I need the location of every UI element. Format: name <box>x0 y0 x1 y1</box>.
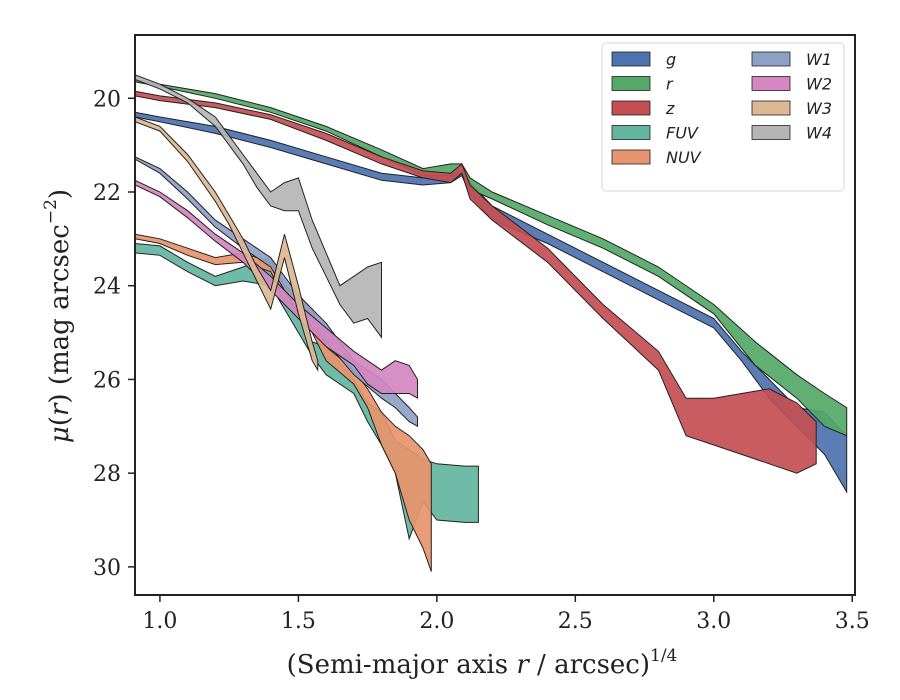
legend-swatch <box>751 76 791 91</box>
legend-label: NUV <box>666 148 702 167</box>
band-w3 <box>135 116 319 372</box>
y-axis-ticks: 20 22 24 26 28 30 <box>93 87 135 581</box>
y-tick-label: 22 <box>93 181 121 206</box>
band-z <box>135 90 817 474</box>
legend-swatch <box>611 125 651 140</box>
legend-label: W3 <box>806 99 832 118</box>
legend-item-w2: W2 <box>751 75 832 94</box>
y-tick-label: 20 <box>93 87 121 112</box>
legend-item-z: z <box>611 99 675 118</box>
x-tick-label: 1.5 <box>281 609 316 634</box>
legend-swatch <box>611 51 651 67</box>
legend: grz FUV NUV W1 W2 W3 W4 <box>601 42 845 192</box>
legend-item-nuv: NUV <box>611 148 702 167</box>
legend-item-r: r <box>611 75 674 94</box>
legend-label: W4 <box>806 124 832 143</box>
y-tick-label: 30 <box>93 556 121 581</box>
x-tick-label: 2.5 <box>558 609 593 634</box>
x-axis-label: (Semi-major axis r / arcsec)1/4 <box>287 646 678 680</box>
y-tick-label: 26 <box>93 368 121 393</box>
legend-swatch <box>611 149 651 165</box>
legend-swatch <box>751 125 791 140</box>
legend-label: r <box>666 75 674 94</box>
legend-label: z <box>665 99 675 118</box>
x-tick-label: 2.0 <box>419 609 454 634</box>
legend-item-fuv: FUV <box>611 124 699 143</box>
x-axis-ticks: 1.0 1.5 2.0 2.5 3.0 3.5 <box>142 595 870 634</box>
series-bands <box>135 74 848 572</box>
legend-swatch <box>611 76 651 91</box>
y-tick-label: 24 <box>93 275 121 300</box>
legend-label: W1 <box>806 50 832 69</box>
x-tick-label: 1.0 <box>142 609 177 634</box>
legend-item-w4: W4 <box>751 124 832 143</box>
legend-item-w3: W3 <box>751 99 832 118</box>
legend-label: W2 <box>806 75 832 94</box>
x-tick-label: 3.0 <box>696 609 731 634</box>
legend-label: FUV <box>666 124 699 143</box>
band-w4 <box>135 74 382 339</box>
legend-swatch <box>751 100 791 116</box>
plot-frame <box>134 34 856 596</box>
x-tick-label: 3.5 <box>835 609 870 634</box>
legend-item-w1: W1 <box>751 50 832 69</box>
legend-swatch <box>611 100 651 116</box>
legend-swatch <box>751 51 791 67</box>
y-axis-label: μ(r) (mag arcsec−2) <box>41 189 75 443</box>
legend-item-g: g <box>611 50 676 69</box>
y-tick-label: 28 <box>93 462 121 487</box>
legend-label: g <box>666 50 676 69</box>
